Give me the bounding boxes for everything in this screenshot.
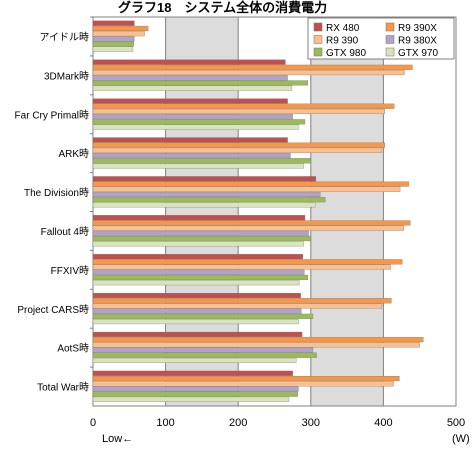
legend-swatch — [385, 35, 395, 44]
plot-band — [310, 17, 384, 406]
category-label: AotS時 — [57, 343, 89, 355]
bar — [92, 230, 309, 236]
bar — [92, 186, 401, 192]
bar — [92, 46, 134, 52]
bar — [92, 337, 424, 343]
x-tick-label: 400 — [374, 417, 392, 429]
legend: RX 480 R9 390X R9 390 R9 380X GTX 980 GTX 970 — [307, 17, 455, 60]
legend-label: GTX 970 — [398, 48, 438, 59]
bar — [92, 259, 403, 265]
bar — [92, 331, 303, 337]
bar — [92, 176, 317, 182]
bar — [92, 108, 386, 115]
legend-label: R9 380X — [398, 36, 437, 47]
x-tick-labels: 0 100 200 300 400 500 — [90, 417, 465, 429]
bar — [92, 70, 405, 76]
bar — [92, 391, 298, 397]
legend-swatch — [313, 47, 323, 57]
legend-swatch — [313, 22, 323, 32]
bar — [92, 347, 314, 353]
bar — [92, 352, 317, 358]
category-label: アイドル時 — [40, 31, 90, 43]
bar — [92, 64, 413, 70]
unit-label: (W) — [452, 433, 470, 445]
legend-label: RX 480 — [326, 23, 360, 34]
category-label: FFXIV時 — [51, 265, 89, 277]
bar — [92, 220, 411, 226]
bar — [92, 375, 400, 382]
x-tick-label: 200 — [229, 417, 247, 429]
bar — [92, 197, 326, 203]
bar — [92, 342, 420, 348]
bar — [92, 181, 409, 187]
direction-note: Low← — [102, 433, 133, 445]
category-label: Far Cry Primal時 — [15, 109, 89, 121]
bar — [92, 381, 394, 387]
legend-box — [307, 17, 455, 60]
bar — [92, 303, 383, 309]
bar — [92, 152, 291, 159]
category-label: Fallout 4時 — [41, 226, 89, 238]
bar — [92, 215, 306, 221]
chart-title: グラフ18 システム全体の消費電力 — [118, 0, 327, 15]
bar — [92, 158, 311, 164]
bar — [92, 142, 386, 148]
category-label: ARK時 — [58, 148, 89, 160]
bars-layer — [92, 20, 424, 402]
bar — [92, 264, 391, 270]
bar — [92, 280, 300, 286]
x-tick-label: 300 — [302, 417, 320, 429]
bar — [92, 370, 293, 376]
bar — [92, 80, 309, 86]
bar — [92, 59, 286, 65]
bar — [92, 98, 288, 104]
bar — [92, 254, 303, 260]
bar — [92, 313, 314, 319]
bar — [92, 31, 145, 37]
bar — [92, 386, 299, 392]
category-labels: アイドル時 3DMark時 Far Cry Primal時 ARK時 The Divis… — [15, 31, 89, 393]
bar — [92, 163, 304, 169]
legend-label: R9 390 — [326, 36, 359, 47]
bar — [92, 137, 288, 143]
bar — [92, 85, 293, 91]
bar — [92, 25, 149, 31]
legend-label: R9 390X — [398, 23, 437, 34]
bar — [92, 269, 305, 275]
bar — [92, 292, 301, 299]
bar — [92, 114, 293, 120]
bar — [92, 20, 135, 26]
legend-swatch — [385, 47, 395, 57]
bar — [92, 396, 290, 402]
bar — [92, 235, 311, 242]
bar — [92, 202, 316, 208]
bar — [92, 103, 395, 109]
bar — [92, 191, 321, 198]
legend-label: GTX 980 — [326, 48, 366, 59]
x-tick-label: 0 — [90, 417, 96, 429]
bar — [92, 318, 299, 325]
bar — [92, 124, 299, 130]
bar — [92, 75, 288, 81]
bar — [92, 147, 383, 153]
bar — [92, 308, 302, 314]
bar — [92, 36, 135, 42]
bar — [92, 119, 306, 125]
category-label: 3DMark時 — [44, 70, 89, 82]
bar — [92, 225, 404, 231]
bar — [92, 274, 309, 280]
bar — [92, 41, 134, 47]
plot-band — [383, 17, 456, 406]
bar — [92, 241, 304, 247]
bar — [92, 298, 392, 304]
legend-swatch — [385, 22, 395, 32]
category-label: Total War時 — [37, 382, 89, 394]
category-label: The Division時 — [24, 187, 89, 199]
x-tick-label: 100 — [156, 417, 174, 429]
x-tick-label: 500 — [447, 417, 465, 429]
category-label: Project CARS時 — [17, 304, 89, 316]
bar — [92, 357, 297, 363]
legend-swatch — [313, 35, 323, 44]
